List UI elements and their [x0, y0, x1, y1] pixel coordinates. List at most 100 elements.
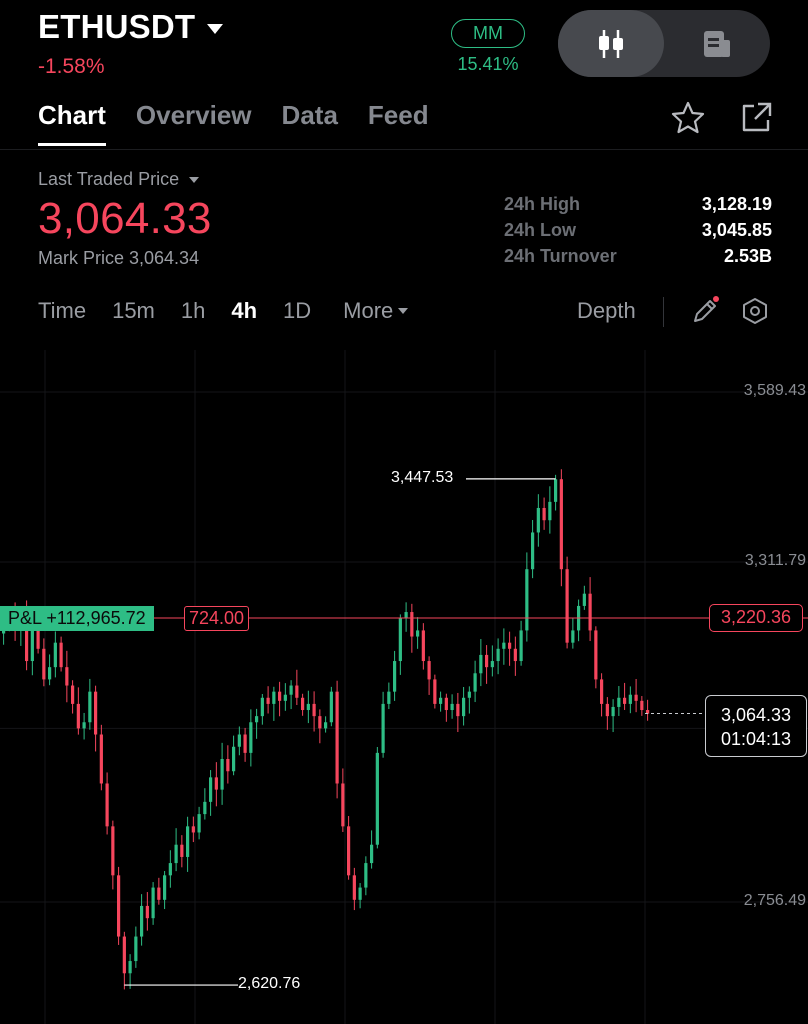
candle-body	[266, 697, 270, 704]
tab-overview[interactable]: Overview	[135, 100, 252, 130]
candle-body	[255, 716, 259, 723]
candle-body	[163, 875, 167, 900]
candle-body	[623, 697, 627, 704]
period-low-label: 2,620.76	[238, 975, 301, 993]
candle-body	[582, 593, 586, 606]
candle-body	[324, 722, 328, 729]
candle-body	[191, 826, 195, 833]
candle-body	[508, 642, 512, 649]
stats-panel: 24h High 3,128.19 24h Low 3,045.85 24h T…	[504, 194, 772, 272]
candle-body	[594, 630, 598, 680]
candle-body	[565, 569, 569, 643]
candle-body	[433, 679, 437, 704]
candle-body	[611, 706, 615, 717]
candle-body	[203, 801, 207, 815]
tab-data[interactable]: Data	[281, 100, 338, 130]
candle-body	[243, 734, 247, 753]
candle-body	[237, 734, 241, 747]
depth-button[interactable]: Depth	[577, 298, 636, 323]
candle-body	[272, 691, 276, 704]
candle-body	[197, 814, 201, 833]
timeframe-time[interactable]: Time	[38, 298, 87, 323]
tab-feed[interactable]: Feed	[367, 100, 429, 130]
timeframe-4h[interactable]: 4h	[231, 298, 258, 323]
candle-body	[301, 697, 305, 711]
star-icon[interactable]	[670, 100, 706, 136]
symbol-label: ETHUSDT	[38, 8, 196, 45]
mm-badge: MM	[451, 19, 525, 48]
candle-body	[53, 642, 57, 668]
candle-body	[312, 703, 316, 717]
candle-body	[496, 648, 500, 662]
candle-body	[140, 905, 144, 937]
tab-chart[interactable]: Chart	[38, 100, 106, 146]
candle-body	[306, 703, 310, 711]
candle-body	[260, 697, 264, 717]
candle-body	[387, 691, 391, 704]
candle-body	[421, 630, 425, 662]
position-price-tag: 3,220.36	[709, 604, 803, 632]
candle-body	[82, 722, 86, 729]
mm-value: 15.41%	[457, 54, 519, 74]
candle-body	[358, 887, 362, 900]
pnl-tag[interactable]: P&L +112,965.72	[0, 606, 154, 631]
candlestick-view-icon[interactable]	[558, 10, 664, 77]
timeframe-1d[interactable]: 1D	[283, 298, 312, 323]
more-label: More	[343, 298, 394, 323]
candle-body	[427, 661, 431, 680]
ltp-label: Last Traded Price	[38, 169, 180, 189]
view-toggle[interactable]	[558, 10, 770, 77]
candle-body	[341, 783, 345, 827]
candle-body	[519, 630, 523, 662]
y-axis-tick: 3,589.43	[743, 382, 806, 399]
candle-body	[329, 691, 333, 723]
timeframe-1h[interactable]: 1h	[180, 298, 206, 323]
document-view-icon[interactable]	[664, 10, 770, 77]
candle-body	[226, 758, 230, 772]
candle-body	[381, 703, 385, 753]
candle-body	[634, 694, 638, 701]
candle-body	[364, 863, 368, 888]
candle-body	[462, 697, 466, 717]
candle-body	[605, 703, 609, 717]
candle-body	[186, 826, 190, 857]
candle-body	[220, 758, 224, 790]
header-divider	[0, 149, 808, 150]
candle-body	[65, 667, 69, 686]
candle-body	[439, 697, 443, 704]
stat-24h-turnover: 24h Turnover 2.53B	[504, 246, 772, 272]
position-size-tag[interactable]: 724.00	[184, 606, 250, 631]
candle-body	[249, 722, 253, 753]
candle-body	[42, 648, 46, 680]
symbol-selector[interactable]: ETHUSDT	[38, 8, 224, 46]
candle-body	[467, 691, 471, 698]
stat-value: 3,128.19	[701, 194, 772, 214]
candle-body	[25, 612, 29, 662]
candle-countdown: 01:04:13	[720, 729, 792, 749]
candle-body	[404, 612, 408, 619]
candle-body	[410, 612, 414, 637]
timeframe-more[interactable]: More	[343, 298, 409, 324]
stat-value: 3,045.85	[701, 220, 772, 240]
timeframe-bar: Time 15m 1h 4h 1D More	[38, 298, 409, 324]
candle-body	[36, 630, 40, 649]
share-icon[interactable]	[738, 100, 774, 136]
candle-body	[588, 593, 592, 631]
candle-body	[128, 961, 132, 974]
candle-body	[444, 697, 448, 711]
candle-body	[559, 479, 563, 570]
last-traded-price-selector[interactable]: Last Traded Price	[38, 169, 200, 190]
candle-body	[88, 691, 92, 723]
candle-body	[485, 654, 489, 668]
draw-pencil-icon[interactable]	[690, 296, 720, 326]
candle-body	[502, 642, 506, 649]
margin-mode[interactable]: MM 15.41%	[451, 19, 525, 75]
candle-body	[283, 694, 287, 701]
timeframe-15m[interactable]: 15m	[112, 298, 155, 323]
candle-body	[105, 783, 109, 827]
candle-body	[134, 936, 138, 962]
price-chart[interactable]	[0, 350, 808, 1024]
candle-body	[398, 618, 402, 662]
candle-body	[646, 710, 650, 714]
settings-hexagon-icon[interactable]	[740, 296, 770, 326]
